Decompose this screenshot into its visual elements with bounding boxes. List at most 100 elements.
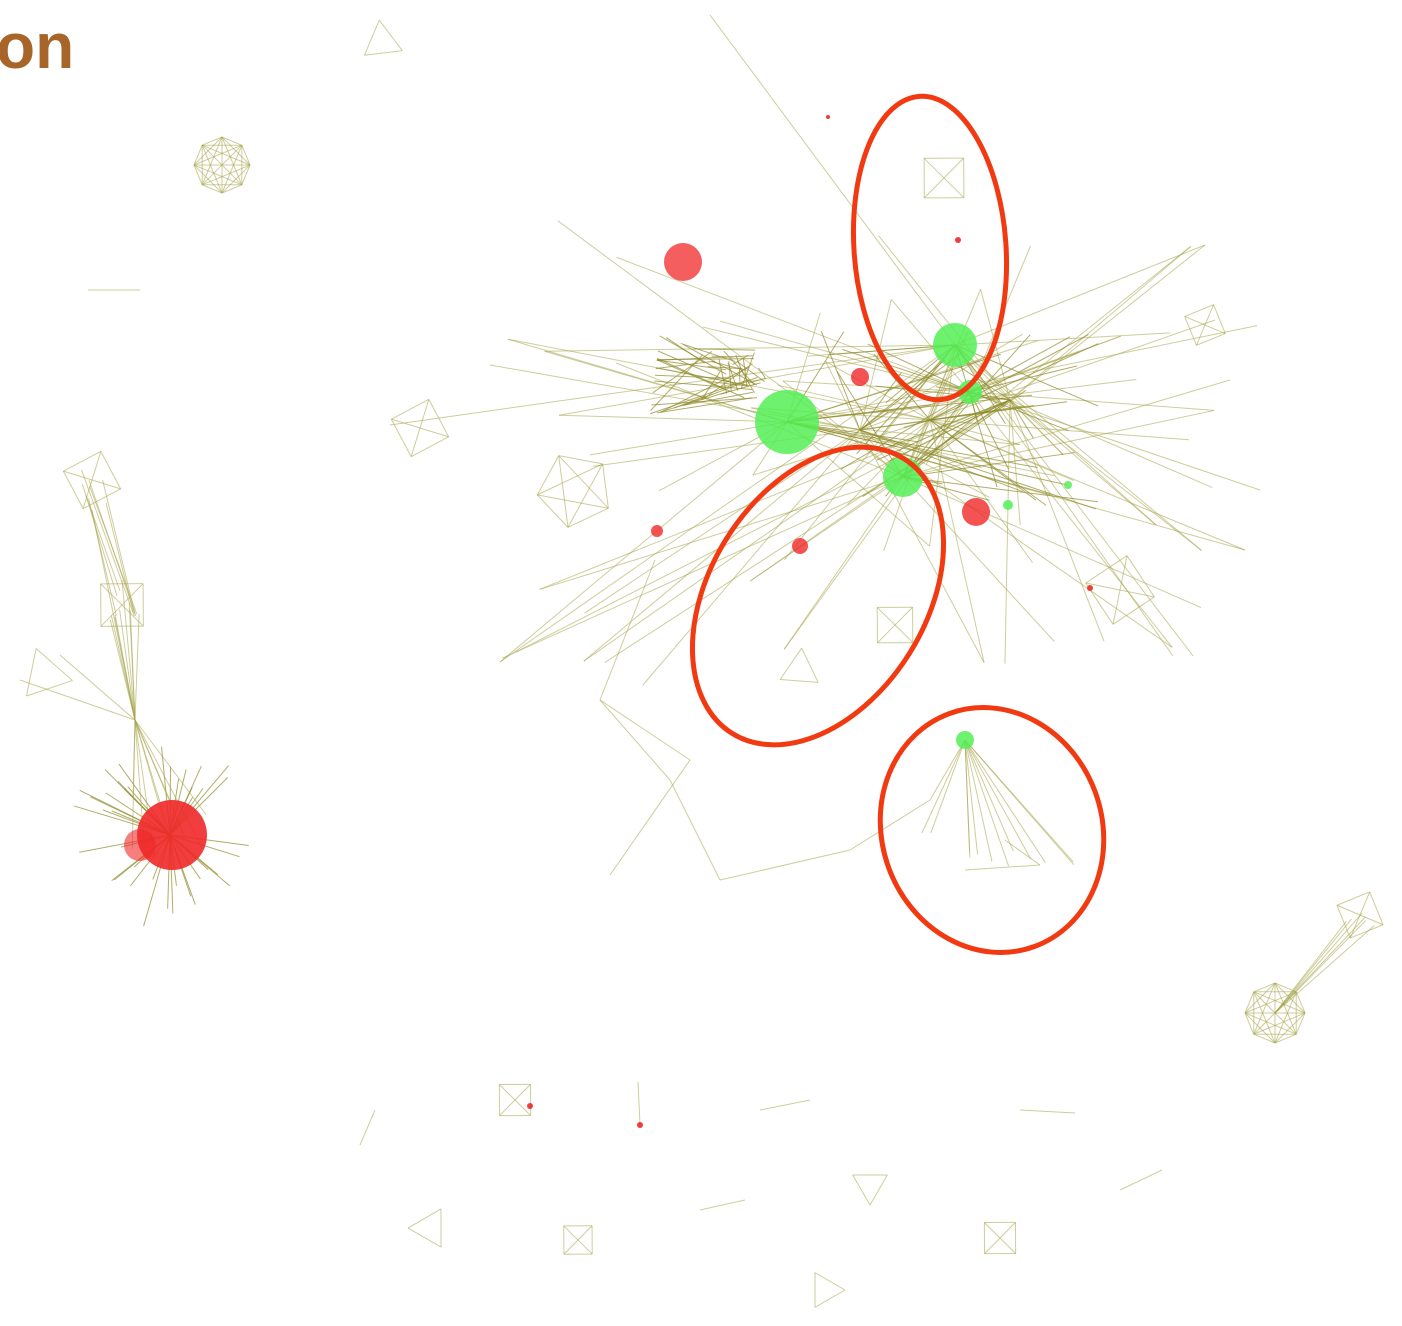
edge bbox=[1009, 245, 1192, 401]
edge bbox=[539, 399, 1011, 590]
edge bbox=[563, 1225, 593, 1255]
edge bbox=[954, 344, 1157, 526]
edge bbox=[657, 397, 753, 414]
nodes bbox=[124, 115, 1093, 1128]
edge bbox=[1009, 399, 1202, 551]
edge bbox=[193, 145, 203, 166]
edge bbox=[1274, 991, 1297, 1044]
edge bbox=[954, 244, 1206, 346]
edge bbox=[964, 739, 1014, 852]
edge bbox=[410, 436, 449, 458]
edge bbox=[780, 679, 819, 683]
edge bbox=[241, 145, 251, 166]
edge bbox=[100, 583, 144, 627]
node bbox=[755, 390, 819, 454]
title: on bbox=[0, 10, 74, 82]
edge bbox=[849, 799, 931, 851]
node bbox=[955, 237, 961, 243]
edge bbox=[758, 367, 766, 379]
edge bbox=[507, 338, 788, 423]
edge bbox=[852, 1174, 871, 1206]
edge bbox=[544, 344, 956, 352]
edge bbox=[777, 384, 931, 421]
edge bbox=[656, 358, 754, 361]
edge bbox=[929, 419, 1047, 506]
edge bbox=[134, 719, 207, 815]
edge bbox=[856, 344, 956, 455]
edge bbox=[649, 379, 749, 415]
highlight-ellipse bbox=[850, 93, 1010, 403]
edge bbox=[1195, 304, 1215, 346]
edge bbox=[201, 144, 243, 186]
edge bbox=[1295, 1012, 1306, 1035]
edge bbox=[537, 494, 609, 509]
edge bbox=[740, 352, 755, 389]
edge bbox=[558, 455, 569, 528]
edge bbox=[407, 1208, 442, 1229]
edge bbox=[589, 421, 788, 456]
edge bbox=[902, 389, 1027, 478]
edge bbox=[732, 354, 749, 366]
edge bbox=[193, 136, 223, 166]
edge bbox=[1274, 912, 1363, 1014]
edge bbox=[499, 344, 956, 663]
edge bbox=[599, 699, 671, 781]
edge bbox=[964, 739, 1010, 867]
edge bbox=[707, 366, 743, 370]
node bbox=[956, 731, 974, 749]
edge bbox=[929, 319, 1216, 421]
edge bbox=[609, 759, 691, 876]
node bbox=[958, 380, 982, 404]
edge bbox=[902, 476, 1099, 503]
edge bbox=[902, 452, 1075, 478]
edge bbox=[711, 355, 734, 358]
edge bbox=[193, 144, 242, 166]
edge bbox=[378, 19, 403, 51]
edge bbox=[873, 353, 931, 421]
edge bbox=[786, 421, 1038, 469]
edge bbox=[814, 1272, 846, 1291]
edge bbox=[1126, 555, 1155, 598]
highlights bbox=[689, 93, 1107, 955]
edge bbox=[1253, 1033, 1276, 1044]
edge bbox=[536, 494, 569, 528]
edge bbox=[390, 418, 412, 457]
edge bbox=[502, 476, 904, 659]
edge bbox=[650, 354, 704, 411]
edge bbox=[202, 184, 223, 194]
node bbox=[527, 1103, 533, 1109]
edge bbox=[1085, 555, 1128, 584]
edge bbox=[964, 739, 993, 862]
edge bbox=[929, 419, 1033, 564]
edge bbox=[655, 367, 747, 386]
edge bbox=[19, 679, 136, 721]
edge bbox=[969, 365, 1078, 393]
edge bbox=[969, 391, 1069, 432]
edge bbox=[499, 421, 788, 663]
edge bbox=[728, 361, 732, 392]
edge bbox=[558, 344, 956, 416]
edge bbox=[684, 376, 758, 406]
edge bbox=[859, 429, 985, 663]
edge bbox=[410, 399, 430, 457]
edge bbox=[1295, 991, 1306, 1014]
edge bbox=[719, 320, 971, 393]
node bbox=[1087, 585, 1093, 591]
edge bbox=[954, 344, 1202, 551]
edge bbox=[129, 609, 136, 721]
edge bbox=[1009, 399, 1157, 526]
edge bbox=[836, 371, 904, 478]
edge bbox=[1274, 918, 1352, 1014]
edge bbox=[969, 391, 1010, 470]
edge bbox=[407, 1227, 442, 1248]
edge bbox=[877, 606, 913, 644]
edge bbox=[859, 299, 892, 431]
edge bbox=[88, 479, 137, 617]
node bbox=[1003, 500, 1013, 510]
edge bbox=[902, 476, 1202, 609]
edge bbox=[929, 739, 966, 801]
edge bbox=[1274, 924, 1375, 1014]
edge bbox=[221, 145, 243, 194]
edge bbox=[389, 344, 956, 426]
edge bbox=[1009, 399, 1213, 488]
